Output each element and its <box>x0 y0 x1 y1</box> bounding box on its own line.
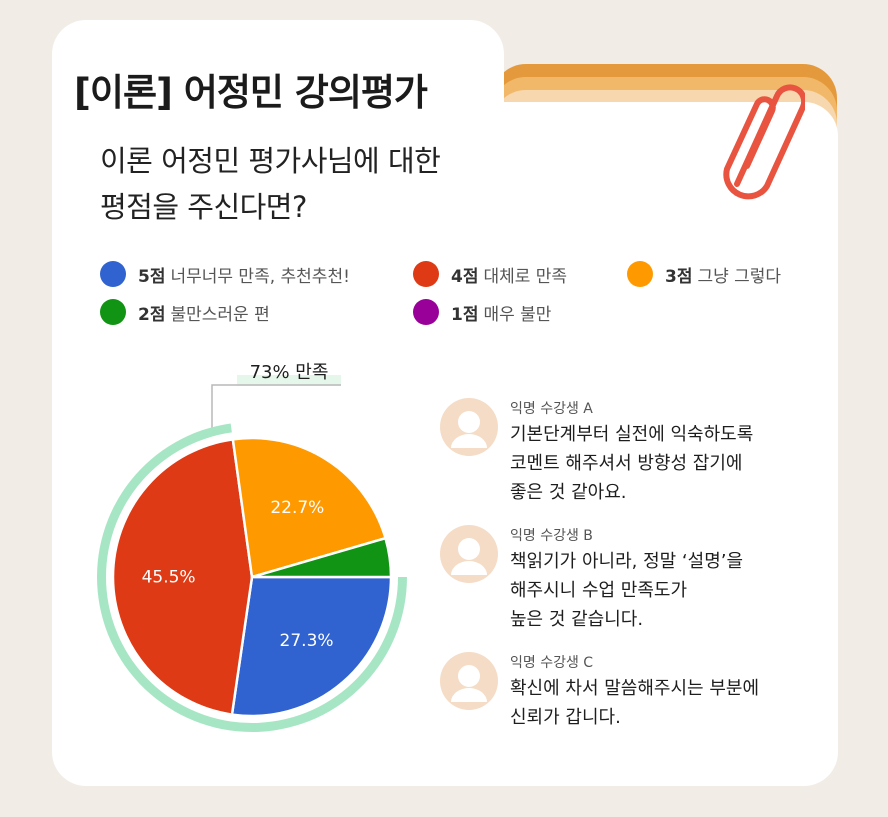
legend-item-1: 1점 매우 불만 <box>413 298 551 326</box>
legend-swatch <box>413 261 439 287</box>
legend-item-2: 2점 불만스러운 편 <box>100 298 270 326</box>
satisfaction-label: 73% 만족 <box>249 362 329 383</box>
legend-points: 2점 <box>138 304 166 325</box>
title-tab <box>52 20 504 180</box>
review-line: 좋은 것 같아요. <box>510 482 627 503</box>
reviewer-name: 익명 수강생 B <box>510 528 593 544</box>
legend-label: 대체로 만족 <box>483 266 568 287</box>
satisfaction-highlight <box>237 375 341 386</box>
pie-slice <box>251 536 393 579</box>
legend-points: 4점 <box>451 266 479 287</box>
review-line: 코멘트 해주셔서 방향성 잡기에 <box>510 453 743 474</box>
review-text: 확신에 차서 말씀해주시는 부분에 신뢰가 갑니다. <box>510 674 759 732</box>
review-line: 기본단계부터 실전에 익숙하도록 <box>510 424 754 445</box>
reviewer-name: 익명 수강생 C <box>510 655 594 671</box>
legend-points: 1점 <box>451 304 479 325</box>
reviewer-name: 익명 수강생 A <box>510 401 593 417</box>
satisfaction-callout-line <box>211 384 341 432</box>
pie-slice <box>111 437 254 716</box>
pie-slice-label: 45.5% <box>142 568 196 588</box>
review-line: 높은 것 같습니다. <box>510 609 644 630</box>
pie-slice <box>230 575 393 718</box>
question-line: 평점을 주신다면? <box>100 190 307 224</box>
legend-swatch <box>627 261 653 287</box>
pie-slice-label: 27.3% <box>280 631 334 651</box>
review-text: 책읽기가 아니라, 정말 ‘설명’을 해주시니 수업 만족도가 높은 것 같습니… <box>510 547 743 634</box>
page-title: [이론] 어정민 강의평가 <box>74 71 428 114</box>
review-line: 확신에 차서 말씀해주시는 부분에 <box>510 678 760 699</box>
review-line: 해주시니 수업 만족도가 <box>510 580 688 601</box>
paperclip-icon <box>723 84 805 200</box>
legend-swatch <box>413 299 439 325</box>
avatar-icon <box>440 652 498 710</box>
legend-points: 3점 <box>665 266 693 287</box>
legend-item-4: 4점 대체로 만족 <box>413 260 567 288</box>
pie-slice-label: 22.7% <box>270 498 324 518</box>
legend-item-5: 5점 너무너무 만족, 추천추천! <box>100 260 350 288</box>
legend-item-3: 3점 그냥 그렇다 <box>627 260 781 288</box>
legend-label: 매우 불만 <box>483 304 552 325</box>
survey-question: 이론 어정민 평가사님에 대한 평점을 주신다면? <box>100 138 580 230</box>
pie-slice <box>231 436 388 579</box>
legend-label: 그냥 그렇다 <box>697 266 782 287</box>
review-line: 신뢰가 갑니다. <box>510 707 621 728</box>
legend-swatch <box>100 299 126 325</box>
avatar-icon <box>440 398 498 456</box>
legend-label: 불만스러운 편 <box>170 304 270 325</box>
review-line: 책읽기가 아니라, 정말 ‘설명’을 <box>510 551 744 572</box>
legend-swatch <box>100 261 126 287</box>
question-line: 이론 어정민 평가사님에 대한 <box>100 144 441 178</box>
avatar-icon <box>440 525 498 583</box>
legend-points: 5점 <box>138 266 166 287</box>
legend-label: 너무너무 만족, 추천추천! <box>170 266 350 287</box>
review-text: 기본단계부터 실전에 익숙하도록 코멘트 해주셔서 방향성 잡기에 좋은 것 같… <box>510 420 753 507</box>
